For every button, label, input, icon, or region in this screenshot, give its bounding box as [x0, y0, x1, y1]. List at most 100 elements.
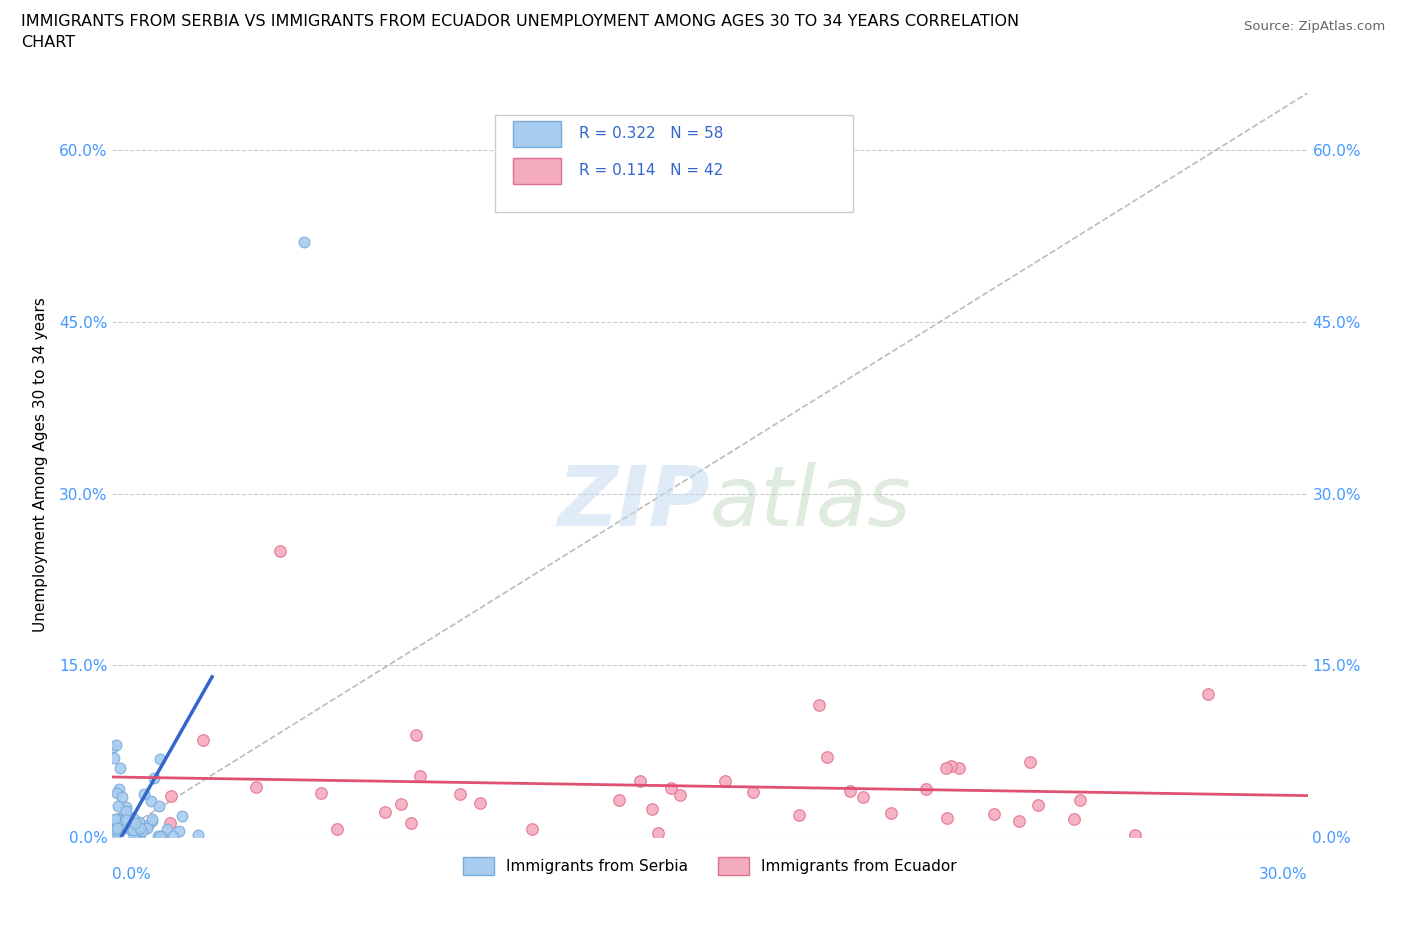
Text: atlas: atlas: [710, 461, 911, 543]
Point: [742, 784, 765, 799]
Point: [880, 805, 903, 820]
Point: [309, 785, 332, 800]
Point: [641, 802, 664, 817]
Point: [449, 787, 471, 802]
Point: [269, 543, 291, 558]
Text: R = 0.114   N = 42: R = 0.114 N = 42: [579, 164, 723, 179]
Point: [107, 798, 129, 813]
Point: [148, 799, 170, 814]
Text: 30.0%: 30.0%: [1260, 867, 1308, 882]
Point: [172, 809, 194, 824]
Point: [628, 774, 651, 789]
Point: [142, 770, 165, 785]
Point: [292, 234, 315, 249]
FancyBboxPatch shape: [513, 158, 561, 184]
Point: [1069, 792, 1091, 807]
Point: [132, 786, 155, 801]
Point: [939, 759, 962, 774]
Text: Source: ZipAtlas.com: Source: ZipAtlas.com: [1244, 20, 1385, 33]
Point: [105, 738, 128, 753]
Point: [150, 829, 173, 844]
Point: [187, 828, 209, 843]
Point: [136, 818, 159, 833]
Text: ZIP: ZIP: [557, 461, 710, 543]
Point: [121, 821, 143, 836]
Point: [162, 828, 184, 843]
Point: [405, 728, 427, 743]
Point: [159, 816, 181, 830]
Y-axis label: Unemployment Among Ages 30 to 34 years: Unemployment Among Ages 30 to 34 years: [32, 298, 48, 632]
Point: [121, 824, 143, 839]
Point: [107, 781, 129, 796]
Point: [389, 797, 412, 812]
Point: [124, 829, 146, 844]
Point: [121, 811, 143, 826]
FancyBboxPatch shape: [495, 115, 853, 212]
Point: [112, 817, 135, 831]
Point: [114, 815, 136, 830]
Point: [815, 750, 838, 764]
Point: [104, 813, 127, 828]
Point: [115, 804, 138, 818]
Point: [245, 779, 267, 794]
Point: [1019, 755, 1042, 770]
Point: [1063, 812, 1085, 827]
Point: [661, 780, 683, 795]
Point: [160, 789, 183, 804]
Point: [149, 829, 172, 844]
Point: [409, 769, 432, 784]
Point: [104, 822, 127, 837]
Point: [129, 821, 152, 836]
Legend: Immigrants from Serbia, Immigrants from Ecuador: Immigrants from Serbia, Immigrants from …: [457, 851, 963, 882]
Point: [935, 810, 957, 825]
Point: [105, 786, 128, 801]
Point: [112, 813, 135, 828]
Text: 0.0%: 0.0%: [112, 867, 152, 882]
Point: [948, 761, 970, 776]
Point: [134, 820, 156, 835]
Point: [326, 822, 349, 837]
Point: [983, 806, 1005, 821]
Point: [127, 822, 149, 837]
Point: [714, 773, 737, 788]
Point: [129, 817, 152, 832]
Text: R = 0.322   N = 58: R = 0.322 N = 58: [579, 126, 723, 141]
Point: [374, 804, 396, 819]
Point: [118, 818, 141, 833]
Point: [111, 790, 134, 804]
Point: [128, 829, 150, 844]
Point: [520, 821, 543, 836]
Point: [107, 811, 129, 826]
Point: [647, 826, 669, 841]
Point: [852, 790, 875, 804]
Point: [149, 751, 172, 766]
Point: [114, 800, 136, 815]
Point: [115, 813, 138, 828]
Point: [122, 822, 145, 837]
Point: [136, 821, 159, 836]
Point: [117, 810, 139, 825]
Point: [131, 823, 153, 838]
FancyBboxPatch shape: [513, 121, 561, 147]
Point: [141, 814, 163, 829]
Point: [111, 817, 134, 831]
Point: [668, 788, 690, 803]
Point: [1197, 686, 1219, 701]
Point: [108, 811, 131, 826]
Point: [105, 820, 128, 835]
Point: [787, 807, 810, 822]
Point: [104, 829, 127, 844]
Point: [141, 812, 163, 827]
Point: [1026, 798, 1049, 813]
Point: [468, 795, 491, 810]
Point: [110, 761, 132, 776]
Point: [914, 782, 936, 797]
Point: [124, 816, 146, 830]
Point: [101, 822, 124, 837]
Text: IMMIGRANTS FROM SERBIA VS IMMIGRANTS FROM ECUADOR UNEMPLOYMENT AMONG AGES 30 TO : IMMIGRANTS FROM SERBIA VS IMMIGRANTS FRO…: [21, 14, 1019, 29]
Point: [167, 824, 190, 839]
Point: [146, 829, 169, 844]
Point: [838, 784, 860, 799]
Point: [1123, 828, 1146, 843]
Point: [607, 792, 630, 807]
